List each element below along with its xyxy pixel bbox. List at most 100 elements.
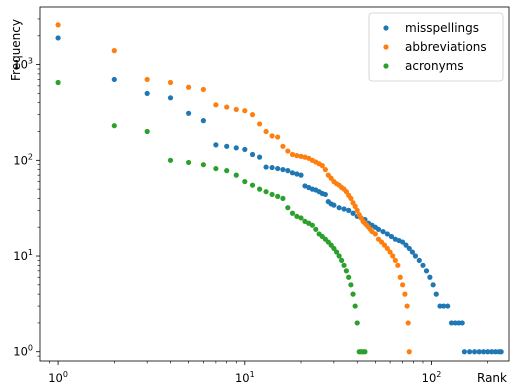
data-point bbox=[200, 86, 206, 93]
data-point bbox=[224, 104, 230, 110]
data-point bbox=[392, 257, 398, 264]
data-point bbox=[399, 282, 406, 288]
data-point bbox=[275, 193, 281, 199]
data-point bbox=[341, 206, 347, 212]
data-point bbox=[322, 166, 328, 173]
data-point bbox=[427, 274, 433, 280]
data-point bbox=[233, 106, 239, 113]
data-point bbox=[384, 231, 390, 237]
data-point bbox=[275, 165, 281, 172]
data-point bbox=[280, 166, 286, 173]
data-point bbox=[213, 142, 219, 148]
data-point bbox=[406, 245, 412, 252]
data-point bbox=[480, 349, 487, 355]
data-point bbox=[416, 257, 422, 264]
data-point bbox=[294, 171, 300, 177]
data-point bbox=[55, 35, 61, 41]
data-point bbox=[309, 222, 315, 228]
data-point bbox=[298, 153, 304, 159]
data-point bbox=[186, 84, 192, 90]
data-point bbox=[433, 291, 439, 297]
data-point bbox=[354, 207, 360, 213]
data-point bbox=[269, 133, 275, 139]
data-point bbox=[348, 282, 354, 288]
data-point bbox=[55, 22, 61, 28]
data-point bbox=[336, 253, 342, 259]
data-point bbox=[263, 128, 269, 135]
data-point bbox=[423, 268, 430, 274]
data-point bbox=[459, 320, 465, 326]
data-point bbox=[319, 163, 325, 169]
data-point bbox=[420, 262, 426, 268]
data-point bbox=[492, 349, 499, 355]
x-tick-label: 100 bbox=[48, 370, 68, 385]
legend-box bbox=[368, 12, 504, 82]
legend-label: misspellings bbox=[405, 21, 479, 35]
data-point bbox=[186, 110, 192, 116]
data-point bbox=[412, 253, 419, 259]
data-point bbox=[249, 112, 256, 118]
legend-marker bbox=[383, 44, 389, 50]
data-point bbox=[461, 349, 467, 355]
legend-label: acronyms bbox=[405, 59, 464, 73]
data-point bbox=[263, 164, 269, 170]
data-point bbox=[298, 215, 304, 221]
data-point bbox=[485, 349, 491, 355]
data-point bbox=[333, 249, 340, 255]
data-point bbox=[402, 291, 408, 297]
data-point bbox=[256, 121, 263, 127]
data-point bbox=[348, 195, 354, 202]
data-point bbox=[275, 134, 281, 140]
data-point bbox=[111, 123, 117, 129]
data-point bbox=[339, 257, 345, 264]
data-point bbox=[375, 226, 382, 232]
data-point bbox=[144, 128, 150, 135]
data-point bbox=[498, 349, 504, 355]
data-point bbox=[256, 186, 263, 192]
data-point bbox=[372, 231, 378, 237]
legend: misspellings abbreviations acronyms bbox=[368, 12, 504, 82]
data-point bbox=[167, 95, 174, 101]
data-point bbox=[471, 349, 478, 355]
data-point bbox=[409, 249, 416, 255]
data-point bbox=[280, 143, 286, 149]
data-point bbox=[263, 189, 269, 195]
data-point bbox=[448, 320, 455, 326]
y-axis-label: Frequency bbox=[9, 19, 23, 81]
data-point bbox=[322, 191, 328, 198]
y-tick-label: 102 bbox=[13, 152, 33, 167]
data-point bbox=[242, 108, 248, 114]
data-point bbox=[399, 239, 406, 245]
data-point bbox=[313, 226, 319, 232]
data-point bbox=[362, 349, 368, 355]
data-point bbox=[289, 151, 296, 158]
data-point bbox=[354, 320, 360, 326]
data-point bbox=[336, 205, 342, 211]
data-point bbox=[440, 303, 447, 309]
data-point bbox=[403, 242, 409, 248]
data-point bbox=[430, 282, 436, 288]
data-point bbox=[298, 172, 304, 178]
data-point bbox=[476, 349, 482, 355]
y-tick-label: 100 bbox=[13, 344, 33, 359]
data-point bbox=[167, 157, 174, 163]
data-point bbox=[111, 48, 117, 54]
data-point bbox=[224, 143, 230, 149]
data-point bbox=[388, 233, 395, 240]
data-point bbox=[249, 182, 256, 188]
data-point bbox=[387, 249, 393, 255]
series-abbreviations bbox=[55, 22, 412, 355]
data-point bbox=[269, 164, 275, 171]
data-point bbox=[280, 195, 286, 202]
data-point bbox=[167, 79, 174, 86]
data-point bbox=[242, 146, 248, 153]
data-point bbox=[331, 202, 337, 208]
legend-label: abbreviations bbox=[405, 40, 487, 54]
data-point bbox=[352, 303, 358, 309]
data-point bbox=[213, 102, 219, 108]
data-point bbox=[395, 262, 401, 268]
data-points bbox=[55, 22, 504, 355]
data-point bbox=[404, 303, 410, 309]
data-point bbox=[233, 145, 239, 151]
data-point bbox=[294, 213, 300, 219]
